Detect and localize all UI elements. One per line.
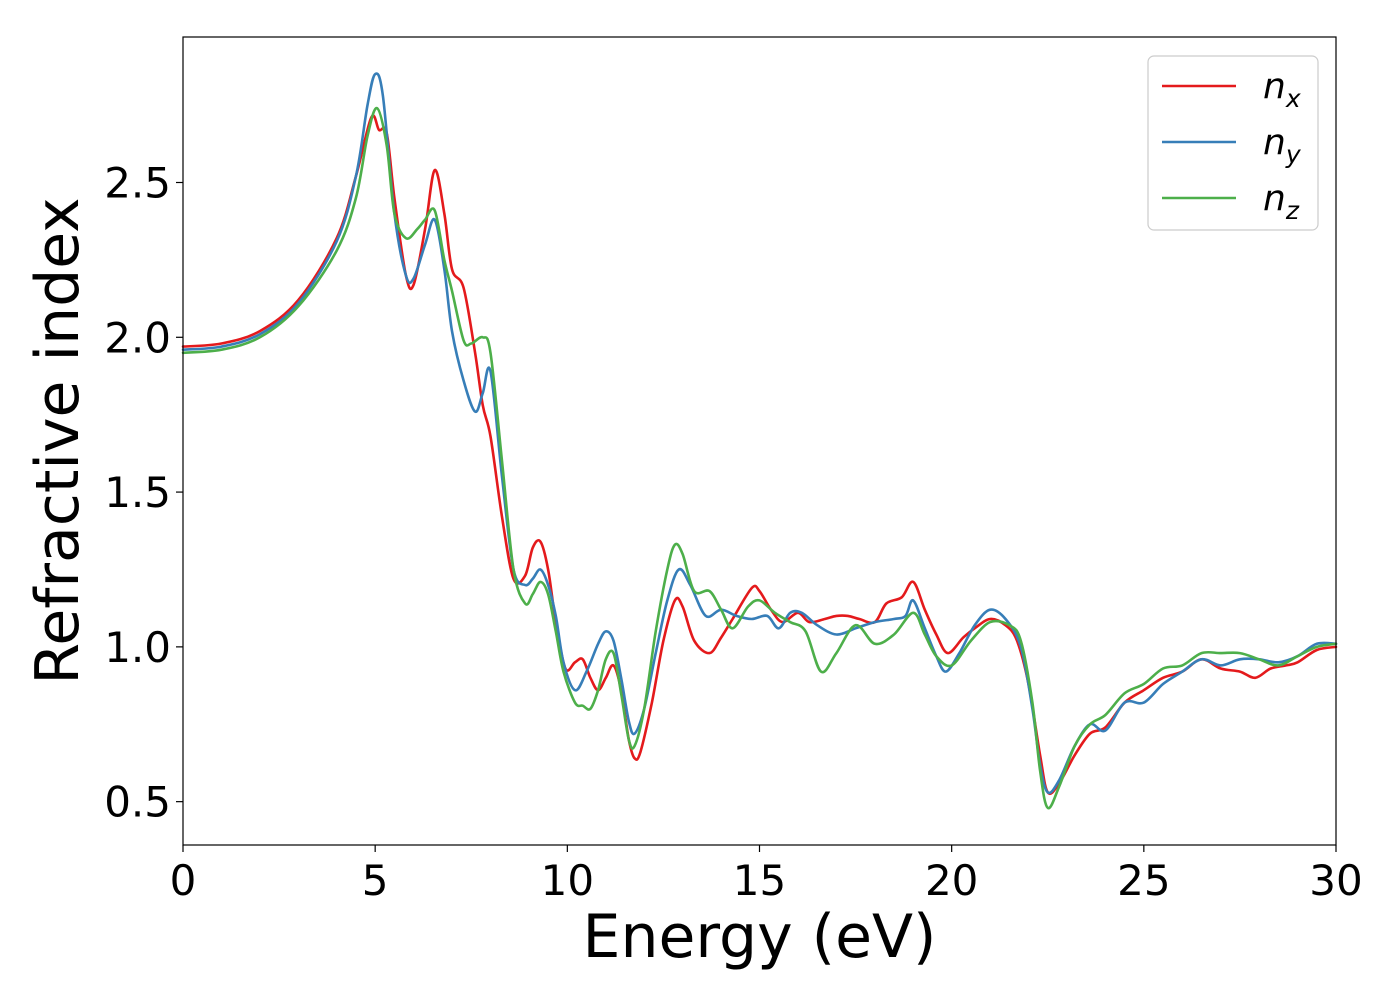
x-tick-label: 5 (362, 856, 389, 905)
x-tick-label: 15 (733, 856, 786, 905)
series-line-n-z (181, 106, 1338, 810)
legend-label-n-z: nz (1263, 178, 1300, 225)
x-tick-label: 30 (1309, 856, 1362, 905)
y-tick-label: 1.5 (104, 468, 171, 517)
y-tick-label: 0.5 (104, 778, 171, 827)
y-tick-label: 1.0 (104, 623, 171, 672)
legend: nx ny nz (1147, 55, 1319, 231)
y-axis-label: Refractive index (23, 197, 93, 684)
x-axis-label: Energy (eV) (583, 902, 937, 972)
y-tick-label: 2.0 (104, 313, 171, 362)
x-tick-label: 25 (1117, 856, 1170, 905)
x-tick-label: 0 (170, 856, 197, 905)
x-axis-ticks: 0 5 10 15 20 25 30 (170, 845, 1363, 905)
legend-label-n-x: nx (1263, 66, 1301, 113)
y-axis-ticks: 0.5 1.0 1.5 2.0 2.5 (104, 159, 183, 827)
plot-background (183, 37, 1336, 845)
x-tick-label: 20 (925, 856, 978, 905)
series-layer (181, 72, 1338, 810)
x-tick-label: 10 (541, 856, 594, 905)
series-line-n-x (181, 114, 1338, 796)
legend-label-n-y: ny (1263, 122, 1302, 169)
y-tick-label: 2.5 (104, 159, 171, 208)
